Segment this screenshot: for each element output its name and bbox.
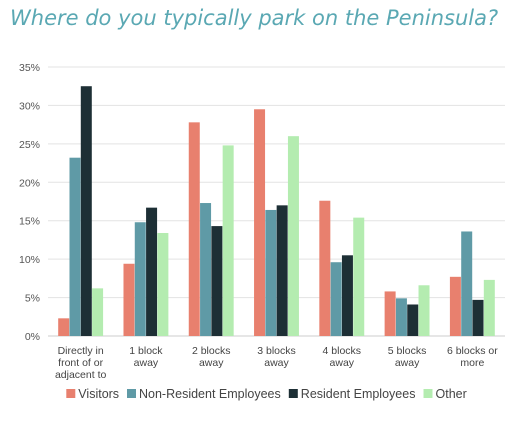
bar-non-resident-employees bbox=[395, 298, 407, 336]
bar-resident-employees bbox=[407, 304, 419, 336]
bars bbox=[58, 86, 495, 337]
bar-other bbox=[287, 136, 299, 336]
x-category-label: 4 blocks away bbox=[323, 345, 362, 369]
bar-resident-employees bbox=[276, 205, 288, 336]
bar-other bbox=[418, 285, 430, 336]
bar-resident-employees bbox=[472, 299, 484, 336]
legend-item: Non-Resident Employees bbox=[127, 387, 281, 401]
y-tick-label: 30% bbox=[19, 100, 40, 112]
legend-item: Resident Employees bbox=[288, 387, 416, 401]
x-category-label: Directly in front of or adjacent to bbox=[55, 345, 107, 381]
bar-non-resident-employees bbox=[134, 222, 146, 336]
bar-other bbox=[157, 233, 169, 336]
bar-non-resident-employees bbox=[69, 157, 81, 336]
bar-visitors bbox=[319, 200, 331, 336]
bar-non-resident-employees bbox=[330, 262, 342, 336]
bar-resident-employees bbox=[341, 255, 353, 336]
bar-other bbox=[92, 288, 104, 336]
bar-visitors bbox=[254, 109, 266, 337]
bar-resident-employees bbox=[211, 226, 223, 336]
y-tick-label: 5% bbox=[25, 293, 40, 305]
bar-visitors bbox=[449, 276, 461, 336]
legend-swatch bbox=[66, 389, 76, 398]
x-category-label: 6 blocks or more bbox=[447, 345, 498, 369]
legend: Visitors Non-Resident Employees Resident E… bbox=[66, 387, 467, 401]
bar-other bbox=[222, 145, 234, 336]
y-tick-label: 0% bbox=[25, 331, 40, 343]
bar-resident-employees bbox=[146, 207, 158, 336]
chart-title: Where do you typically park on the Penin… bbox=[10, 6, 499, 30]
legend-label: Visitors bbox=[78, 387, 119, 401]
y-tick-label: 15% bbox=[19, 216, 40, 228]
y-axis-ticks: 0% 5% 10% 15% 20% 25% 30% 35% bbox=[19, 62, 40, 343]
bar-non-resident-employees bbox=[200, 203, 212, 336]
y-tick-label: 20% bbox=[19, 177, 40, 189]
legend-label: Other bbox=[436, 387, 467, 401]
bar-non-resident-employees bbox=[265, 209, 277, 336]
bar-other bbox=[483, 279, 495, 336]
bar-visitors bbox=[384, 291, 396, 336]
legend-swatch bbox=[127, 389, 136, 398]
bar-other bbox=[353, 217, 365, 336]
x-category-label: 5 blocks away bbox=[388, 345, 427, 369]
bar-visitors bbox=[58, 318, 70, 336]
gridlines bbox=[48, 66, 505, 337]
y-tick-label: 25% bbox=[19, 139, 40, 151]
x-category-label: 2 blocks away bbox=[192, 345, 231, 369]
y-tick-label: 10% bbox=[19, 254, 40, 266]
legend-swatch bbox=[423, 389, 433, 398]
legend-item: Other bbox=[423, 387, 467, 401]
x-category-label: 3 blocks away bbox=[257, 345, 296, 369]
x-category-label: 1 block away bbox=[129, 345, 163, 369]
legend-item: Visitors bbox=[66, 387, 119, 401]
legend-label: Resident Employees bbox=[301, 387, 416, 401]
x-axis-labels: Directly in front of or adjacent to 1 block… bbox=[55, 345, 498, 381]
bar-non-resident-employees bbox=[461, 231, 473, 336]
legend-label: Non-Resident Employees bbox=[139, 387, 281, 401]
bar-visitors bbox=[188, 122, 200, 336]
bar-visitors bbox=[123, 263, 135, 336]
bar-resident-employees bbox=[80, 86, 92, 336]
y-tick-label: 35% bbox=[19, 62, 40, 74]
legend-swatch bbox=[288, 389, 298, 398]
